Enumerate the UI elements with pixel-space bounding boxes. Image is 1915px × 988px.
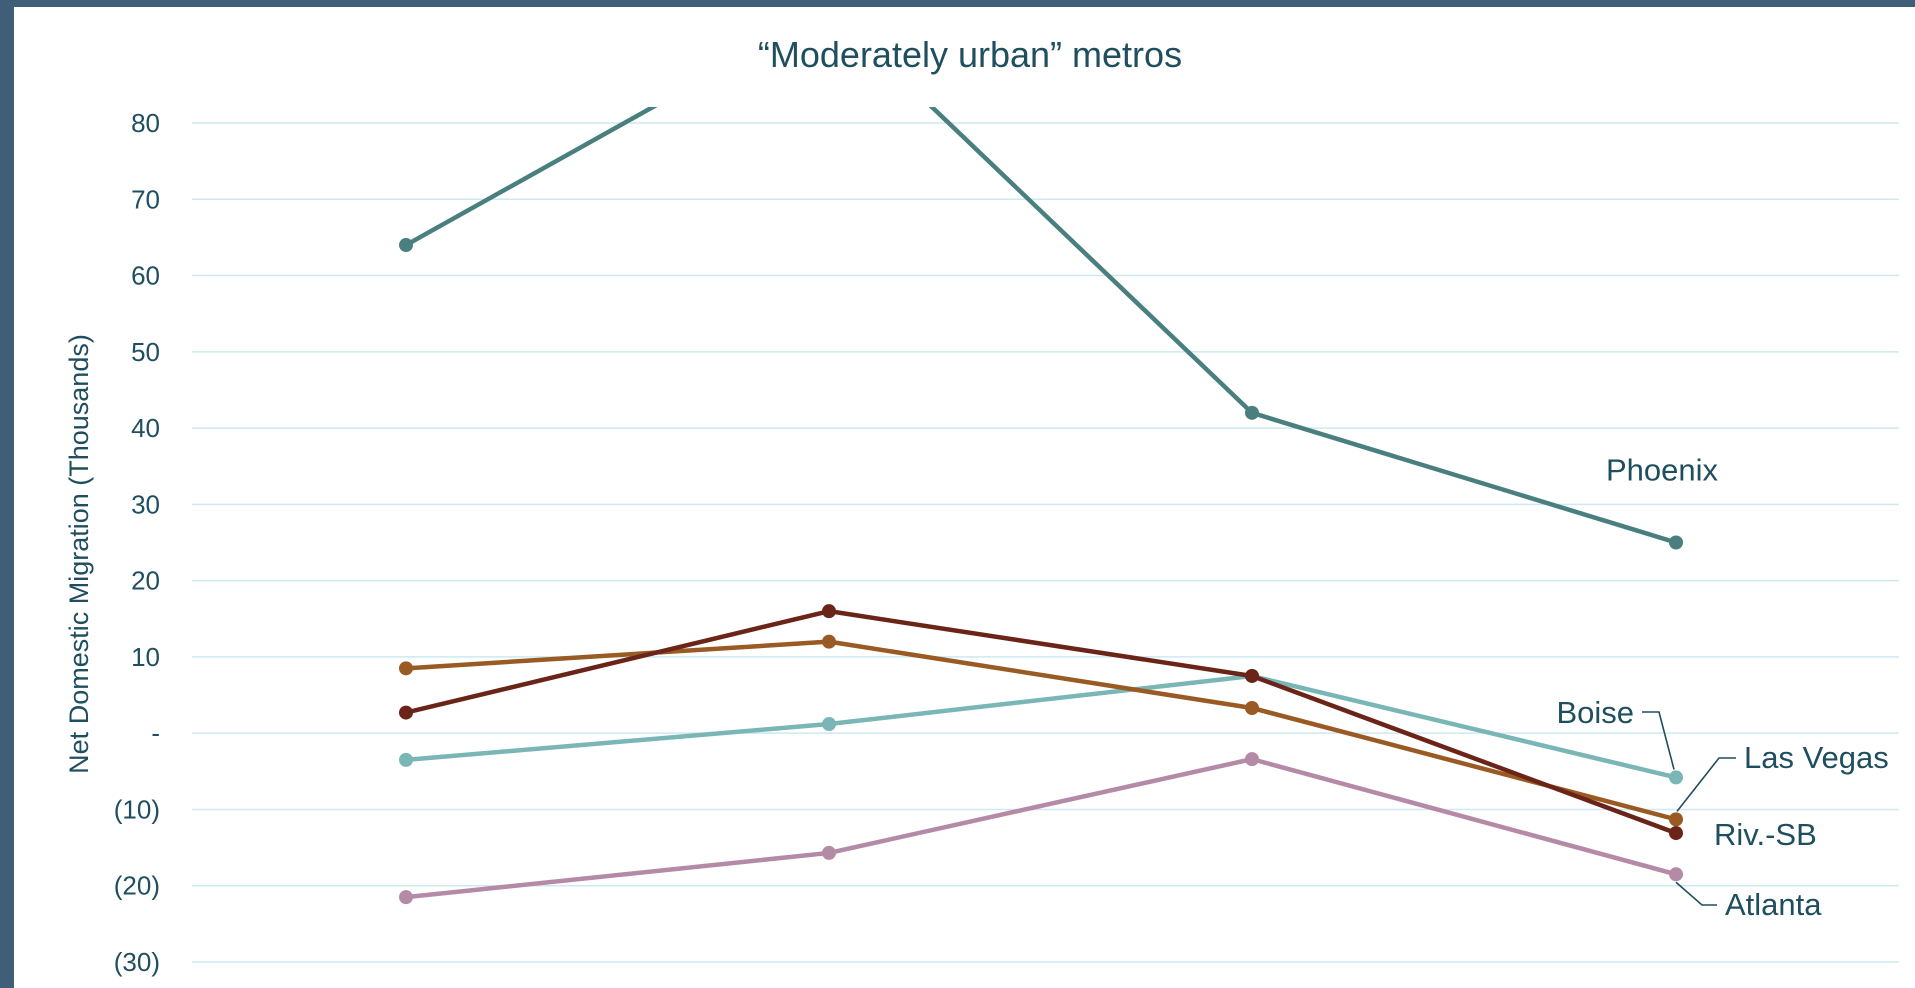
series-labels: Phoenix Boise Las Vegas Riv.-SB Atlanta: [1556, 453, 1888, 923]
data-point: [1669, 826, 1683, 841]
gridlines: [192, 122, 1899, 963]
y-tick-label: 50: [131, 337, 160, 367]
y-tick-label: (30): [114, 947, 160, 977]
series-line-phoenix: [404, 107, 1677, 545]
data-point: [1245, 701, 1259, 716]
data-point: [822, 717, 836, 732]
data-point: [822, 845, 836, 860]
data-point: [1245, 405, 1259, 420]
data-point: [399, 705, 413, 720]
y-tick-label: -: [151, 718, 160, 748]
y-tick-label: 20: [131, 566, 160, 596]
y-tick-label: (10): [114, 794, 160, 824]
y-tick-label: 10: [131, 642, 160, 672]
series-label-atlanta: Atlanta: [1725, 887, 1822, 922]
y-tick-label: (20): [114, 871, 160, 901]
data-point: [1669, 770, 1683, 785]
y-axis-ticks: 80 70 60 50 40 30 20 10 - (10) (20) (30): [114, 108, 160, 977]
data-point: [399, 752, 413, 767]
series-las-vegas: [399, 634, 1683, 827]
series-line-boise: [405, 673, 1677, 780]
leader-line-atlanta: [1675, 881, 1717, 906]
series-atlanta: [399, 752, 1683, 905]
y-tick-label: 80: [131, 108, 160, 138]
chart-title: “Moderately urban” metros: [758, 34, 1182, 75]
data-point: [1245, 668, 1259, 683]
data-point: [1669, 812, 1683, 827]
series-riv-sb: [399, 604, 1683, 841]
leader-line-boise: [1642, 711, 1675, 770]
y-axis-label: Net Domestic Migration (Thousands): [64, 334, 94, 774]
data-point: [399, 890, 413, 905]
series-line-riv-sb: [405, 608, 1677, 836]
series-label-riv-sb: Riv.-SB: [1714, 817, 1817, 852]
leader-line-las-vegas: [1676, 757, 1736, 812]
series-boise: [399, 668, 1683, 785]
series-line-atlanta: [405, 756, 1677, 900]
data-point: [399, 661, 413, 676]
y-tick-label: 30: [131, 489, 160, 519]
data-point: [822, 604, 836, 619]
series-label-boise: Boise: [1556, 695, 1634, 730]
series-label-las-vegas: Las Vegas: [1744, 740, 1889, 775]
y-tick-label: 40: [131, 413, 160, 443]
data-point: [399, 238, 413, 253]
series-phoenix: [399, 107, 1683, 550]
chart-panel: “Moderately urban” metros Net Domestic M…: [14, 7, 1915, 988]
y-tick-label: 60: [131, 261, 160, 291]
series-lines: [399, 107, 1683, 905]
line-chart: “Moderately urban” metros Net Domestic M…: [64, 34, 1899, 977]
data-point: [822, 634, 836, 649]
data-point: [1669, 867, 1683, 882]
data-point: [1245, 752, 1259, 767]
series-label-phoenix: Phoenix: [1606, 453, 1719, 488]
y-tick-label: 70: [131, 184, 160, 214]
data-point: [1669, 535, 1683, 550]
series-line-las-vegas: [405, 639, 1677, 822]
